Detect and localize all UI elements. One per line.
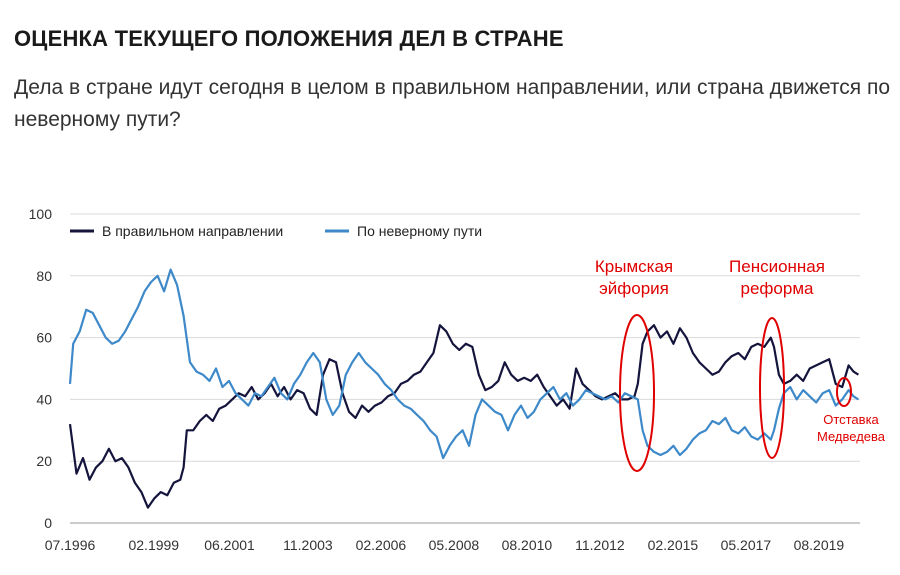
series-line-right-direction [68, 324, 859, 509]
gridlines [70, 213, 860, 524]
y-axis-ticks: 0 20 40 60 80 100 [29, 206, 53, 531]
x-tick-label: 07.1996 [45, 537, 96, 553]
annotation-ellipse-medvedev [836, 377, 852, 407]
x-tick-label: 11.2003 [283, 537, 333, 553]
annotation-ellipse-pension [759, 317, 785, 459]
annotation-line: Пенсионная [729, 257, 825, 276]
y-tick-label: 60 [36, 330, 52, 346]
annotation-crimea: Крымская эйфория [595, 257, 673, 298]
x-tick-label: 02.2006 [356, 537, 407, 553]
x-tick-label: 08.2019 [794, 537, 845, 553]
chart-title: ОЦЕНКА ТЕКУЩЕГО ПОЛОЖЕНИЯ ДЕЛ В СТРАНЕ [14, 26, 564, 51]
annotation-line: Крымская [595, 257, 673, 276]
annotation-pension: Пенсионная реформа [729, 257, 825, 298]
y-tick-label: 20 [36, 453, 52, 469]
chart-subtitle: Дела в стране идут сегодня в целом в пра… [14, 76, 890, 131]
y-tick-label: 40 [36, 391, 52, 407]
annotation-line: эйфория [599, 279, 669, 298]
x-tick-label: 05.2017 [721, 537, 772, 553]
legend: В правильном направлении По неверному пут… [70, 223, 482, 239]
series-lines [68, 268, 859, 509]
x-tick-label: 06.2001 [204, 537, 255, 553]
y-tick-label: 100 [29, 206, 53, 222]
x-tick-label: 05.2008 [429, 537, 480, 553]
x-axis-ticks: 07.1996 02.1999 06.2001 11.2003 02.2006 05.20… [45, 537, 845, 553]
y-tick-label: 0 [44, 515, 52, 531]
legend-label: По неверному пути [357, 223, 482, 239]
y-tick-label: 80 [36, 268, 52, 284]
annotation-medvedev: Отставка Медведева [817, 412, 886, 444]
series-line-wrong-path [68, 268, 859, 460]
x-tick-label: 08.2010 [502, 537, 553, 553]
annotation-line: Медведева [817, 429, 886, 444]
annotation-line: реформа [741, 279, 814, 298]
x-tick-label: 02.2015 [648, 537, 699, 553]
legend-label: В правильном направлении [102, 223, 283, 239]
annotation-line: Отставка [823, 412, 879, 427]
annotations: Крымская эйфория Пенсионная реформа Отставка… [595, 257, 886, 472]
x-tick-label: 11.2012 [575, 537, 625, 553]
x-tick-label: 02.1999 [128, 537, 179, 553]
annotation-ellipse-crimea [619, 314, 655, 472]
